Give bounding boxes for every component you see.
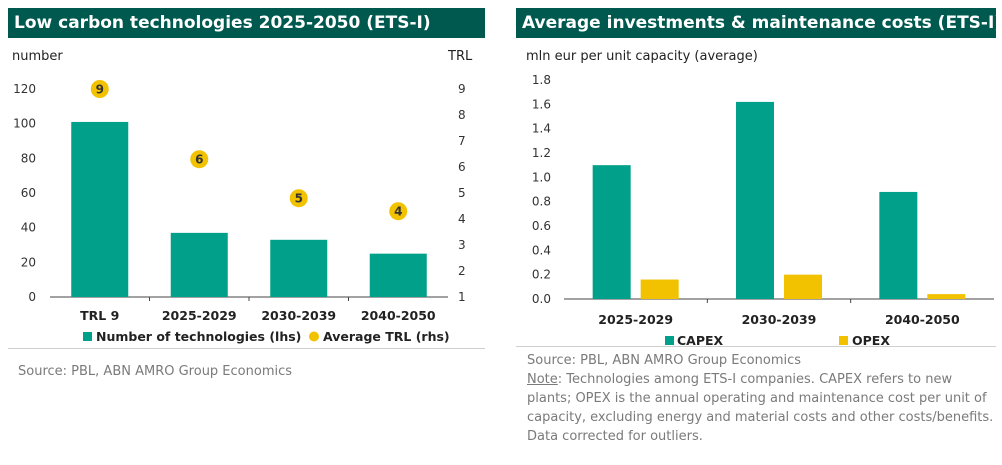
right-divider [516,346,996,347]
left-y-tick-label: 20 [21,255,36,269]
left-y2-tick-label: 1 [458,290,466,304]
right-y-tick-label: 0.8 [532,195,551,209]
left-y2-tick-label: 6 [458,160,466,174]
left-trl-data-label: 4 [394,205,402,219]
left-y-tick-label: 100 [13,117,36,131]
right-y-tick-label: 1.4 [532,122,551,136]
right-bar-opex [640,279,679,299]
left-y2-tick-label: 7 [458,134,466,148]
right-chart-title: Average investments & maintenance costs … [516,8,996,38]
right-bar-capex [592,165,631,299]
left-y2-tick-label: 3 [458,238,466,252]
right-y-tick-label: 1.6 [532,97,551,111]
note-text-1: : Technologies among ETS-I companies. CA… [557,372,953,387]
left-y-tick-label: 40 [21,221,36,235]
right-note-line-4: Data corrected for outliers. [527,429,703,444]
left-bar-technologies [170,232,228,297]
left-x-tick-label: 2040-2050 [361,308,436,323]
left-trl-point [289,189,308,208]
right-legend-swatch-capex [665,336,674,345]
left-y2-tick-label: 4 [458,212,466,226]
right-x-tick-label: 2030-2039 [742,312,817,327]
left-y2-tick-label: 5 [458,186,466,200]
left-legend-label-technologies: Number of technologies (lhs) [96,329,301,344]
left-trl-point [389,202,408,221]
right-note-line-2: plants; OPEX is the annual operating and… [527,391,987,406]
left-trl-point [190,150,209,169]
left-bar-technologies [71,121,129,297]
right-y-tick-label: 0.2 [532,268,551,282]
right-y-tick-label: 1.8 [532,73,551,87]
left-y2-tick-label: 2 [458,264,466,278]
left-y-tick-label: 0 [28,290,36,304]
left-y-tick-label: 120 [13,82,36,96]
left-bar-technologies [270,239,328,297]
left-x-tick-label: 2030-2039 [261,308,336,323]
right-legend-label-opex: OPEX [852,333,890,346]
left-y2-axis-label: TRL [447,49,473,64]
right-y-tick-label: 0.6 [532,219,551,233]
left-divider [8,348,485,349]
right-note-line-1: Note: Technologies among ETS-I companies… [527,370,997,389]
left-chart-title: Low carbon technologies 2025-2050 (ETS-I… [8,8,485,38]
right-source-block: Source: PBL, ABN AMRO Group Economics No… [527,351,997,446]
left-trl-data-label: 9 [96,83,104,97]
right-bar-capex [879,191,918,299]
right-bar-capex [736,101,774,300]
note-label: Note [527,372,558,387]
left-x-tick-label: TRL 9 [80,308,119,323]
right-bar-opex [784,274,822,299]
right-source: Source: PBL, ABN AMRO Group Economics [527,353,802,368]
right-chart-panel: Average investments & maintenance costs … [516,8,996,346]
left-legend-swatch-technologies [83,332,92,341]
right-legend-swatch-opex [839,336,848,345]
left-legend-label-trl: Average TRL (rhs) [323,329,450,344]
right-y-axis-label: mln eur per unit capacity (average) [526,49,758,64]
left-source: Source: PBL, ABN AMRO Group Economics [18,364,293,379]
right-x-tick-label: 2040-2050 [885,312,960,327]
right-chart-svg: mln eur per unit capacity (average) 0.0 0.… [526,49,994,346]
left-chart-panel: Low carbon technologies 2025-2050 (ETS-I… [8,8,485,344]
right-legend-label-capex: CAPEX [677,333,724,346]
left-legend-swatch-trl [309,331,319,342]
right-y-tick-label: 1.0 [532,170,551,184]
right-note-line-3: capacity, excluding energy and material … [527,410,994,425]
left-y2-tick-label: 9 [458,82,466,96]
right-y-tick-label: 0.0 [532,292,551,306]
right-y-tick-label: 0.4 [532,243,551,257]
left-y-tick-label: 80 [21,151,36,165]
left-trl-data-label: 6 [195,153,203,167]
left-trl-data-label: 5 [295,192,303,206]
right-y-tick-label: 1.2 [532,146,551,160]
left-x-tick-label: 2025-2029 [162,308,237,323]
left-chart-svg: number TRL 0 20 40 60 80 100 120 1 2 3 4 5 6 7 8 9 TRL 9 9 2… [12,49,473,344]
right-x-tick-label: 2025-2029 [598,312,673,327]
left-y2-tick-label: 8 [458,108,466,122]
right-bar-opex [927,294,966,299]
left-bar-technologies [369,253,427,297]
left-trl-point [90,80,109,98]
left-y-tick-label: 60 [21,186,36,200]
left-y-axis-label: number [12,49,63,64]
